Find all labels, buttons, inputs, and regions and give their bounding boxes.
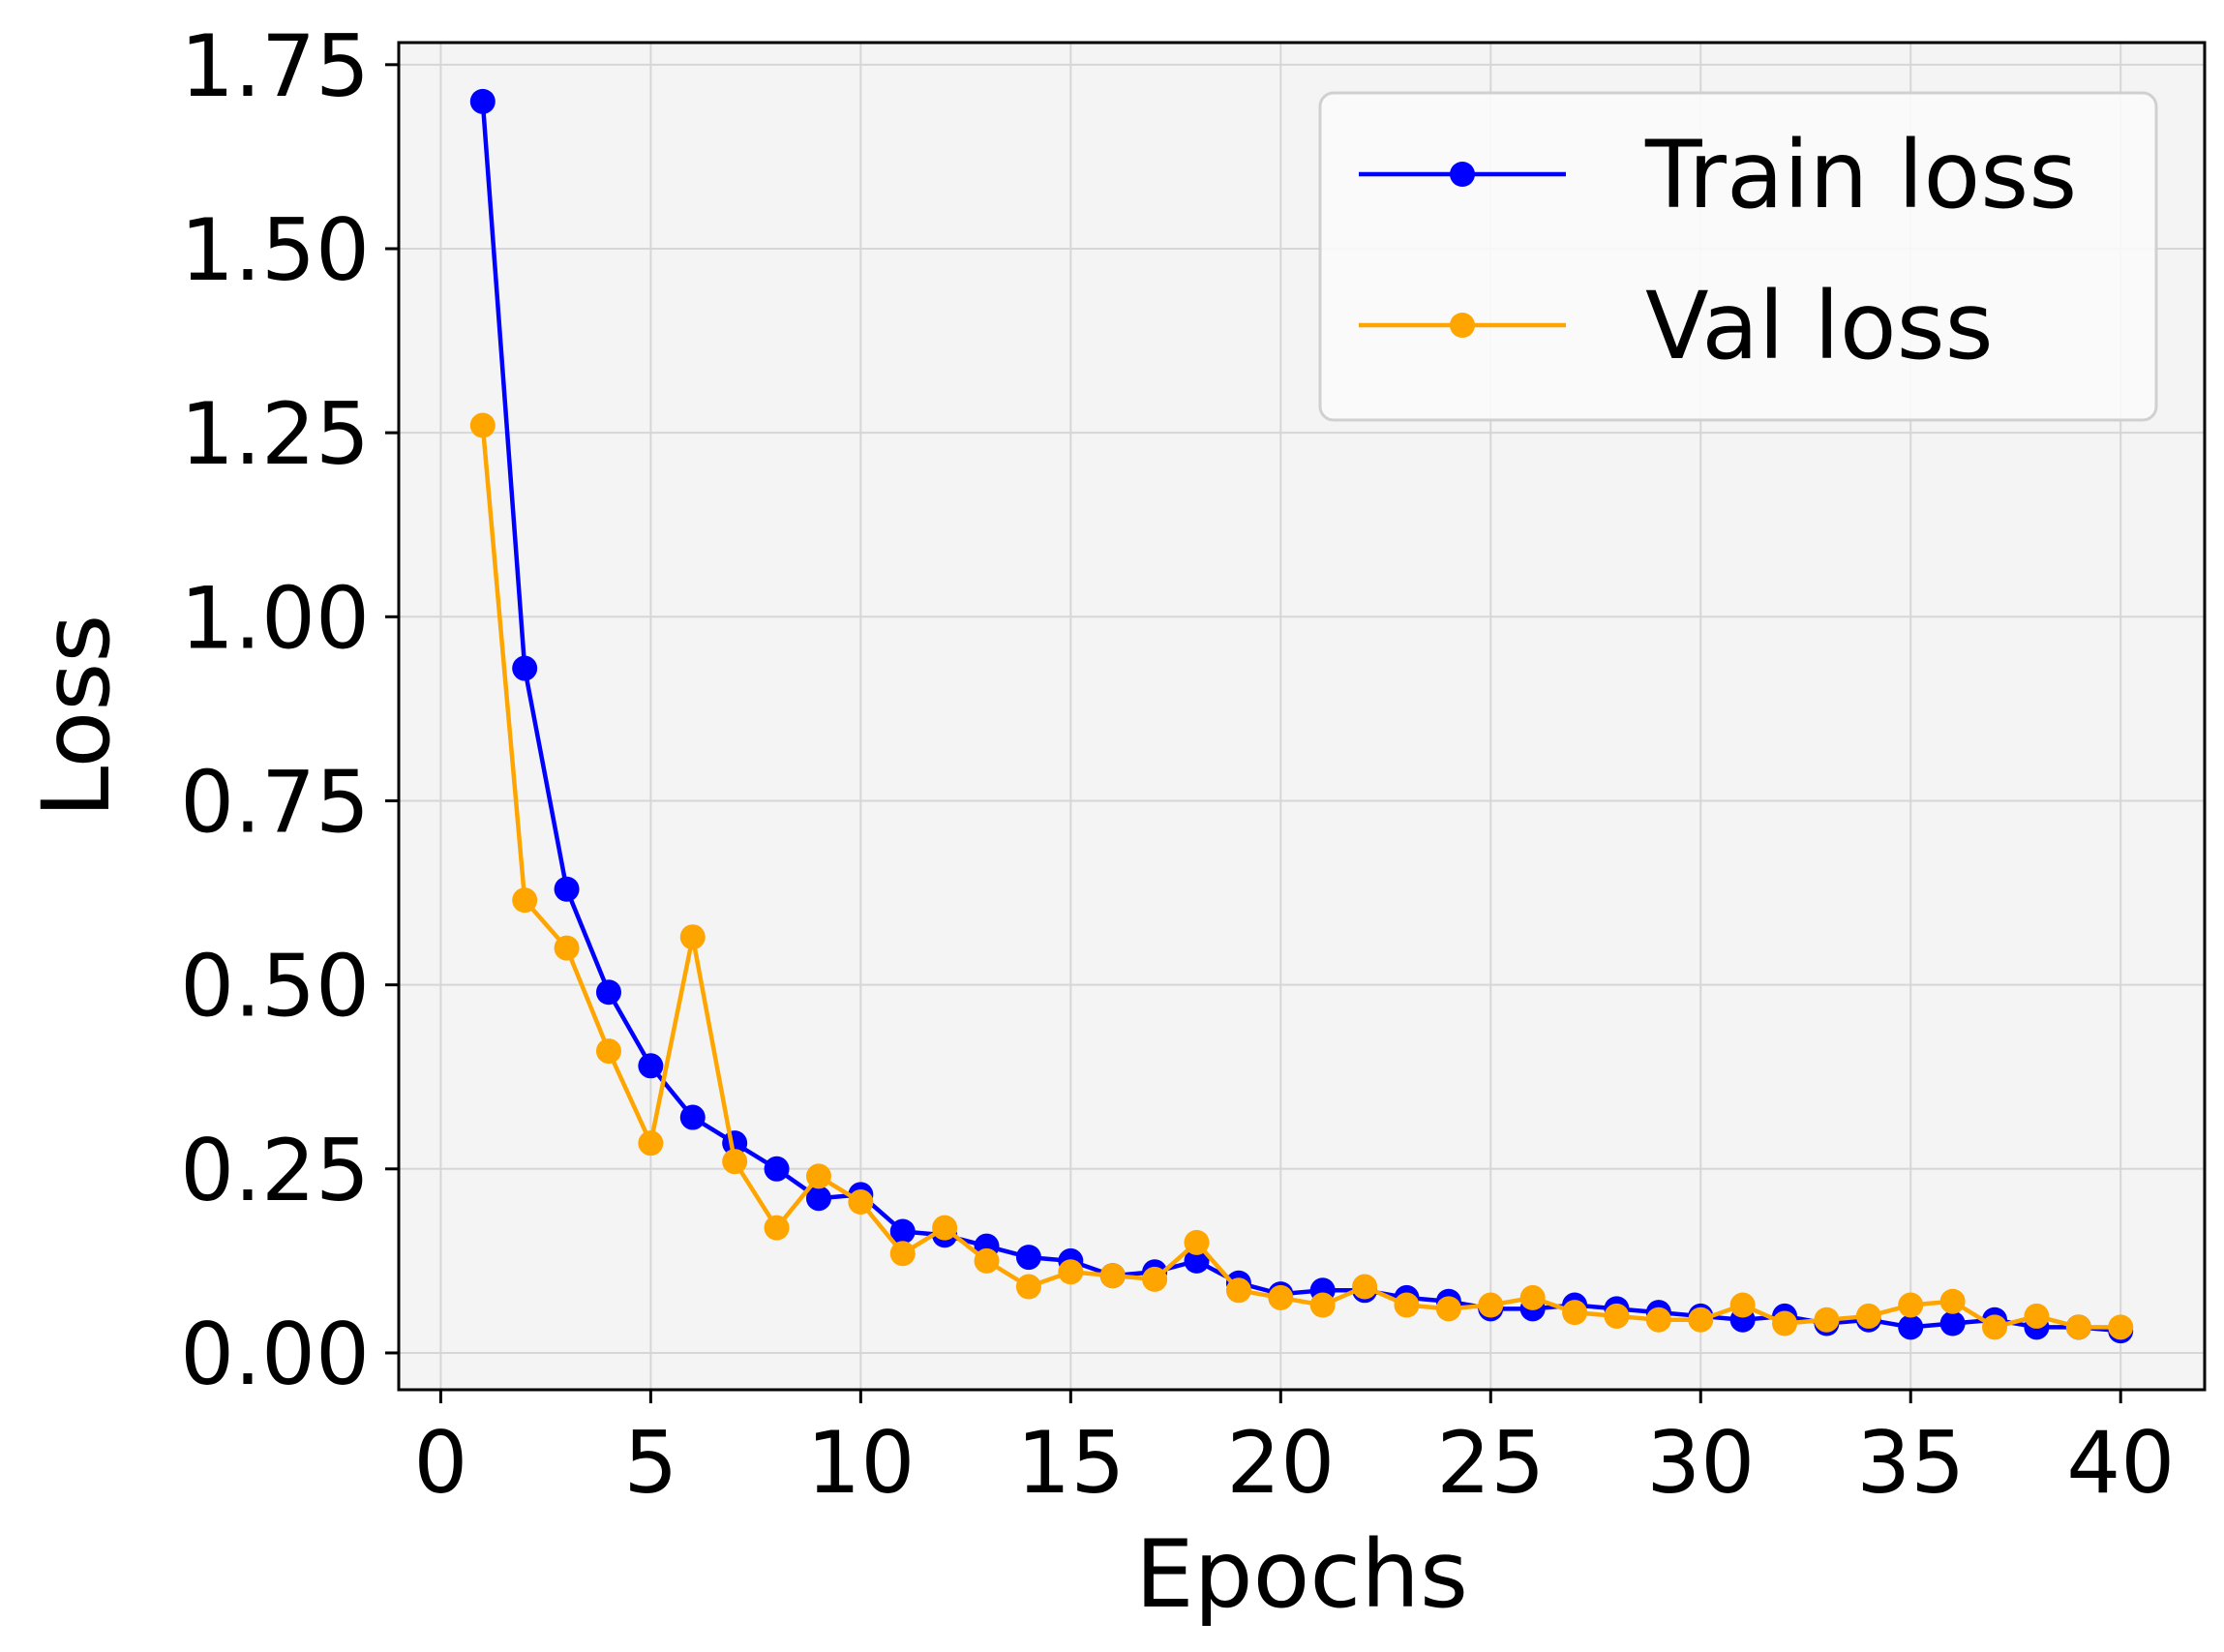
data-point [889, 1218, 916, 1245]
data-point [1225, 1277, 1251, 1304]
data-point [1939, 1288, 1966, 1314]
data-point [1394, 1292, 1420, 1318]
data-point [1814, 1307, 1840, 1333]
data-point [1729, 1292, 1756, 1318]
data-point [1058, 1259, 1084, 1285]
x-tick-label: 15 [1016, 1413, 1125, 1513]
data-point [2024, 1303, 2050, 1329]
data-point [595, 979, 621, 1006]
legend: Train loss Val loss [1318, 91, 2158, 422]
data-point [1982, 1314, 2008, 1340]
data-point [1604, 1303, 1630, 1329]
x-tick-label: 0 [413, 1413, 467, 1513]
series-line [480, 425, 2121, 1330]
data-point [1898, 1314, 1924, 1340]
data-point [469, 88, 496, 114]
data-point [722, 1149, 748, 1175]
data-point [554, 876, 580, 902]
data-point [1142, 1266, 1168, 1292]
data-point [679, 1104, 706, 1130]
data-point [1309, 1292, 1336, 1318]
x-tick-label: 35 [1856, 1413, 1965, 1513]
data-point [1099, 1263, 1126, 1289]
plot-frame [397, 41, 2207, 1392]
data-point [1015, 1274, 1041, 1300]
y-axis-title: Loss [22, 615, 131, 819]
data-point [1855, 1303, 1881, 1329]
y-tick-label: 1.00 [180, 568, 370, 668]
data-point [805, 1186, 831, 1212]
data-point [848, 1189, 874, 1216]
data-point [679, 924, 706, 950]
data-point [512, 887, 538, 914]
data-point [2108, 1314, 2134, 1340]
legend-label: Train loss [1644, 121, 2077, 229]
data-point [469, 412, 496, 438]
data-point [1352, 1274, 1378, 1300]
data-point [974, 1247, 1000, 1274]
legend-entry: Val loss [1359, 272, 1994, 380]
x-tick-label: 40 [2066, 1413, 2175, 1513]
x-tick-label: 30 [1646, 1413, 1755, 1513]
y-tick-label: 1.25 [180, 384, 370, 484]
data-point [1268, 1284, 1294, 1310]
data-point [1898, 1292, 1924, 1318]
series-val-loss [469, 412, 2134, 1340]
data-point [1645, 1307, 1671, 1333]
legend-marker [1450, 313, 1475, 338]
data-point [1519, 1284, 1546, 1310]
axis-ticks: 0 5 10 15 20 25 30 35 40 0.00 0.25 0.50 0.75 1.00 1.25… [180, 16, 2175, 1513]
data-point [1772, 1310, 1798, 1337]
y-tick-label: 1.75 [180, 16, 370, 116]
series-layer [469, 88, 2134, 1344]
data-point [764, 1156, 790, 1182]
data-point [764, 1215, 790, 1241]
data-point [2065, 1314, 2091, 1340]
data-point [1478, 1292, 1504, 1318]
y-tick-label: 0.00 [180, 1305, 370, 1404]
y-tick-label: 0.75 [180, 752, 370, 852]
x-tick-label: 10 [806, 1413, 915, 1513]
data-point [1688, 1307, 1714, 1333]
y-tick-label: 1.50 [180, 200, 370, 300]
x-tick-label: 25 [1436, 1413, 1545, 1513]
data-point [1562, 1300, 1588, 1326]
legend-label: Val loss [1645, 272, 1994, 380]
data-point [889, 1241, 916, 1267]
data-point [932, 1215, 958, 1241]
data-point [1184, 1229, 1210, 1255]
data-point [805, 1163, 831, 1189]
data-point [638, 1053, 664, 1079]
x-axis-title: Epochs [1135, 1520, 1468, 1629]
x-tick-label: 20 [1226, 1413, 1335, 1513]
data-point [512, 655, 538, 681]
x-tick-label: 5 [623, 1413, 677, 1513]
data-point [1184, 1247, 1210, 1274]
data-point [554, 935, 580, 961]
legend-entry: Train loss [1359, 121, 2077, 229]
series-line [480, 101, 2121, 1334]
y-tick-label: 0.50 [180, 937, 370, 1036]
data-point [1435, 1296, 1461, 1322]
data-point [638, 1130, 664, 1156]
y-tick-label: 0.25 [180, 1121, 370, 1220]
data-point [595, 1038, 621, 1065]
legend-marker [1450, 162, 1475, 187]
data-point [1015, 1245, 1041, 1271]
data-point [1939, 1310, 1966, 1337]
